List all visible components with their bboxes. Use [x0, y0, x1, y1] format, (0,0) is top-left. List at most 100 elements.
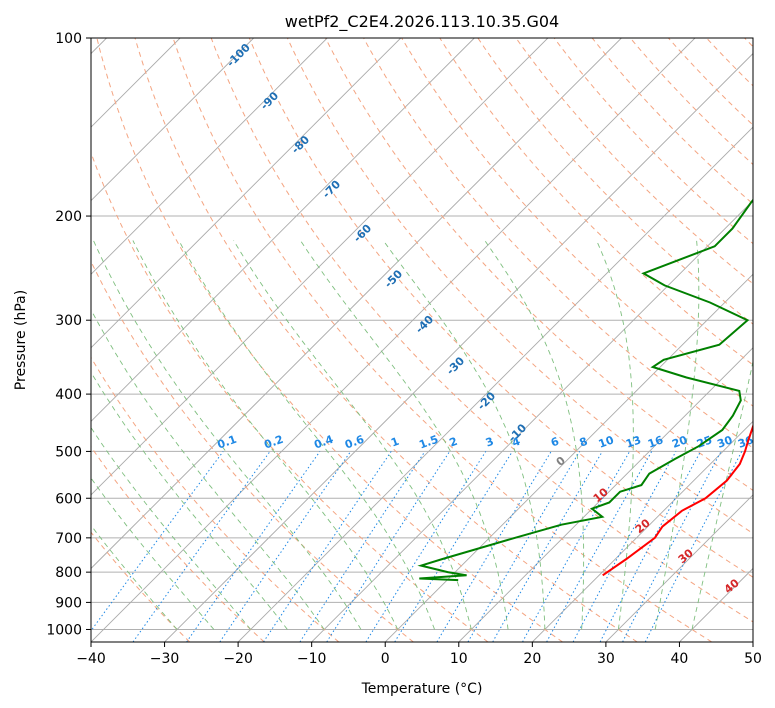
dry-adiabat-line: [248, 38, 753, 578]
moist-adiabat-line: [484, 240, 585, 630]
x-tick-label: 0: [381, 651, 390, 667]
mixing-ratio-line: [522, 451, 631, 642]
mixing-ratio-label: 3: [484, 435, 496, 450]
x-tick-label: −10: [297, 651, 327, 667]
mixing-ratio-line: [467, 451, 581, 642]
isotherm-line: [458, 347, 753, 642]
dry-adiabat-line: [629, 38, 753, 166]
mixing-ratio-label: 30: [715, 433, 734, 451]
isotherm-line: [91, 38, 475, 422]
x-axis-label: Temperature (°C): [361, 681, 483, 697]
isotherm-line: [91, 38, 549, 496]
dry-adiabat-line: [515, 38, 753, 285]
dry-adiabat-line: [210, 38, 753, 623]
moist-adiabat-line: [91, 524, 178, 630]
mixing-ratio-label: 8: [578, 435, 590, 450]
moist-adiabat-line: [691, 359, 753, 630]
moist-adiabat-line: [596, 240, 634, 630]
dry-adiabat-label: -80: [289, 133, 312, 156]
moist-adiabat-line: [178, 240, 435, 630]
mixing-ratio-line: [599, 451, 702, 642]
mixing-ratio-label: 6: [549, 435, 561, 450]
dry-adiabat-label: -30: [444, 354, 467, 377]
temperature-line: [602, 423, 753, 577]
isotherm-line: [91, 38, 696, 642]
dry-adiabat-label: -100: [224, 41, 253, 70]
moist-adiabat-line: [132, 240, 399, 630]
x-tick-label: 40: [671, 651, 689, 667]
dry-adiabat-line: [91, 260, 414, 642]
dry-adiabat-label: -20: [475, 389, 498, 412]
mixing-ratio-label: 0.1: [216, 433, 239, 452]
dry-adiabat-line: [401, 38, 753, 407]
y-tick-label: 800: [55, 565, 82, 581]
y-tick-label: 200: [55, 209, 82, 225]
x-axis: −40 −30 −20 −10 0 10 20 30 40 50: [76, 642, 762, 667]
moist-adiabat-line: [91, 308, 325, 630]
mixing-ratio-line: [326, 451, 451, 642]
isotherm-line: [752, 641, 753, 642]
mixing-ratio-label: 0.6: [343, 433, 366, 452]
isotherm-line: [91, 38, 402, 349]
dry-adiabat-line: [91, 445, 265, 642]
mixing-ratio-label: 1: [389, 435, 401, 450]
dry-adiabat-line: [91, 356, 340, 642]
plot-frame: [90, 37, 754, 643]
data-series: [417, 198, 753, 582]
mixing-ratio-label: 2: [448, 435, 460, 450]
line-labels: 0.1 0.2 0.4 0.6 1 1.5 2 3 4 6 8 10 13 16 20 25 30 36-100-…: [216, 41, 756, 596]
dry-adiabat-label: -10: [506, 421, 529, 444]
mixing-ratio-label: 0.4: [312, 433, 335, 452]
dry-adiabat-line: [172, 38, 713, 642]
mixing-ratio-label: 4: [510, 435, 522, 450]
mixing-ratio-line: [132, 451, 271, 642]
moist-adiabat-line: [654, 240, 700, 630]
y-tick-label: 100: [55, 31, 82, 47]
mixing-ratio-label: 16: [646, 433, 665, 451]
dry-adiabat-line: [477, 38, 753, 325]
mixing-ratio-label: 20: [670, 433, 689, 451]
y-tick-label: 700: [55, 531, 82, 547]
mixing-ratio-line: [492, 451, 603, 642]
moist-adiabat-line: [91, 477, 215, 630]
mixing-ratio-line: [436, 451, 552, 642]
mixing-ratio-line: [91, 451, 224, 632]
dry-adiabat-line: [553, 38, 753, 245]
mixing-ratio-label: 36: [736, 433, 755, 451]
x-tick-label: 20: [523, 651, 541, 667]
moist-adiabat-line: [233, 240, 472, 630]
mixing-ratio-label: 0.2: [262, 433, 285, 452]
x-tick-label: 30: [597, 651, 615, 667]
background-lines: [91, 38, 753, 642]
x-tick-label: 10: [450, 651, 468, 667]
x-tick-label: −30: [150, 651, 180, 667]
dry-adiabat-label: -50: [382, 267, 405, 290]
dry-adiabat-line: [706, 38, 753, 87]
isotherm-line: [605, 494, 753, 642]
y-axis-label: Pressure (hPa): [13, 290, 29, 390]
x-tick-label: −20: [223, 651, 253, 667]
mixing-ratio-line: [219, 451, 352, 642]
y-tick-label: 300: [55, 313, 82, 329]
dry-adiabat-line: [591, 38, 753, 205]
dry-adiabat-label: -60: [351, 221, 374, 244]
mixing-ratio-label: 1.5: [417, 433, 440, 452]
mixing-ratio-label: 10: [597, 433, 616, 451]
mixing-ratio-line: [572, 451, 677, 642]
isotherm-line: [679, 567, 753, 642]
moist-adiabat-line: [92, 240, 362, 630]
chart-title: wetPf2_C2E4.2026.113.10.35.G04: [285, 12, 559, 32]
moist-adiabat-label: 30: [676, 546, 696, 566]
isotherm-line: [164, 52, 753, 642]
mixing-ratio-line: [263, 451, 392, 642]
dry-adiabat-line: [96, 38, 563, 642]
dry-adiabat-line: [286, 38, 753, 535]
isotherm-line: [91, 38, 622, 570]
dry-adiabat-line: [325, 38, 753, 491]
dry-adiabat-line: [439, 38, 753, 366]
moist-adiabat-label: 40: [722, 576, 742, 596]
y-tick-label: 900: [55, 595, 82, 611]
mixing-ratio-line: [365, 451, 487, 642]
dewpoint-line: [417, 198, 753, 582]
